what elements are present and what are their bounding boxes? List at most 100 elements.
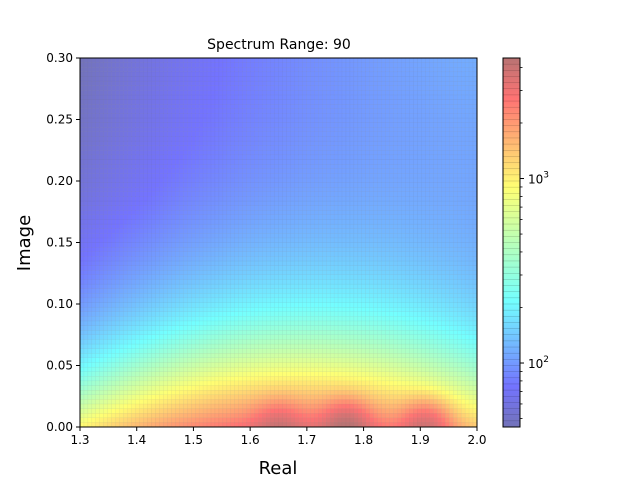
heatmap-cell: [115, 288, 120, 294]
heatmap-cell: [111, 316, 116, 322]
heatmap-cell: [353, 389, 359, 395]
heatmap-cell: [333, 311, 339, 317]
heatmap-cell: [409, 325, 414, 331]
heatmap-cell: [302, 366, 307, 372]
heatmap-cell: [445, 256, 450, 262]
heatmap-cell: [377, 288, 382, 294]
heatmap-cell: [246, 394, 251, 400]
heatmap-cell: [393, 228, 398, 234]
heatmap-cell: [373, 279, 378, 285]
heatmap-cell: [218, 325, 224, 331]
heatmap-cell: [218, 413, 224, 418]
heatmap-cell: [369, 242, 374, 248]
heatmap-cell: [449, 279, 454, 285]
heatmap-cell: [421, 246, 426, 252]
heatmap-cell: [365, 214, 370, 220]
heatmap-cell: [167, 376, 172, 382]
heatmap-cell: [254, 320, 259, 326]
heatmap-cell: [127, 422, 132, 428]
heatmap-cell: [361, 265, 367, 271]
heatmap-cell: [329, 385, 335, 391]
heatmap-cell: [290, 288, 295, 294]
heatmap-cell: [417, 265, 422, 271]
heatmap-cell: [202, 270, 208, 275]
heatmap-cell: [357, 394, 363, 400]
heatmap-cell: [242, 265, 247, 271]
heatmap-cell: [318, 256, 323, 262]
heatmap-cell: [353, 288, 359, 294]
heatmap-cell: [337, 233, 343, 239]
heatmap-cell: [357, 251, 363, 257]
heatmap-cell: [318, 283, 323, 289]
heatmap-cell: [393, 385, 398, 391]
heatmap-cell: [242, 325, 247, 331]
heatmap-cell: [322, 228, 327, 234]
heatmap-cell: [389, 394, 394, 400]
heatmap-cell: [238, 403, 243, 409]
heatmap-cell: [127, 242, 132, 248]
heatmap-cell: [218, 362, 224, 368]
heatmap-cell: [107, 293, 112, 299]
heatmap-cell: [115, 403, 120, 409]
heatmap-cell: [322, 214, 327, 220]
heatmap-cell: [187, 196, 192, 202]
heatmap-cell: [250, 251, 255, 257]
heatmap-cell: [147, 371, 152, 377]
heatmap-cell: [381, 417, 386, 423]
heatmap-cell: [449, 246, 454, 252]
heatmap-cell: [87, 408, 93, 414]
heatmap-cell: [453, 283, 458, 289]
heatmap-cell: [107, 371, 112, 377]
heatmap-cell: [433, 228, 438, 234]
heatmap-cell: [286, 408, 291, 414]
heatmap-cell: [159, 283, 164, 289]
heatmap-cell: [445, 353, 450, 358]
heatmap-cell: [278, 288, 283, 294]
heatmap-cell: [155, 205, 160, 211]
heatmap-cell: [298, 357, 303, 363]
heatmap-cell: [262, 306, 267, 312]
heatmap-cell: [314, 297, 319, 303]
heatmap-cell: [266, 389, 271, 395]
heatmap-cell: [274, 302, 279, 308]
heatmap-cell: [195, 339, 200, 345]
heatmap-cell: [115, 385, 120, 391]
heatmap-cell: [246, 348, 251, 354]
heatmap-cell: [206, 219, 212, 225]
heatmap-cell: [147, 274, 152, 280]
heatmap-cell: [167, 223, 172, 229]
heatmap-cell: [290, 320, 295, 326]
heatmap-cell: [421, 385, 426, 391]
heatmap-cell: [198, 389, 204, 395]
heatmap-cell: [234, 260, 239, 266]
heatmap-cell: [345, 270, 351, 275]
heatmap-cell: [123, 214, 128, 220]
heatmap-cell: [326, 330, 331, 335]
heatmap-cell: [341, 233, 347, 239]
heatmap-cell: [191, 362, 196, 368]
heatmap-cell: [357, 260, 363, 266]
heatmap-cell: [171, 376, 176, 382]
heatmap-cell: [103, 288, 108, 294]
heatmap-cell: [175, 288, 180, 294]
heatmap-cell: [91, 330, 97, 335]
heatmap-cell: [230, 293, 236, 299]
heatmap-cell: [139, 210, 144, 215]
heatmap-cell: [238, 385, 243, 391]
heatmap-cell: [441, 223, 446, 229]
heatmap-cell: [337, 357, 343, 363]
heatmap-cell: [127, 279, 132, 285]
heatmap-cell: [119, 279, 124, 285]
heatmap-cell: [437, 311, 442, 317]
heatmap-cell: [457, 297, 462, 303]
heatmap-cell: [183, 394, 188, 400]
heatmap-cell: [123, 279, 128, 285]
heatmap-cell: [139, 362, 144, 368]
heatmap-cell: [246, 297, 251, 303]
heatmap-cell: [131, 376, 136, 382]
heatmap-cell: [214, 330, 220, 335]
heatmap-cell: [210, 196, 216, 202]
heatmap-cell: [238, 228, 243, 234]
heatmap-cell: [361, 353, 367, 358]
heatmap-cell: [389, 288, 394, 294]
